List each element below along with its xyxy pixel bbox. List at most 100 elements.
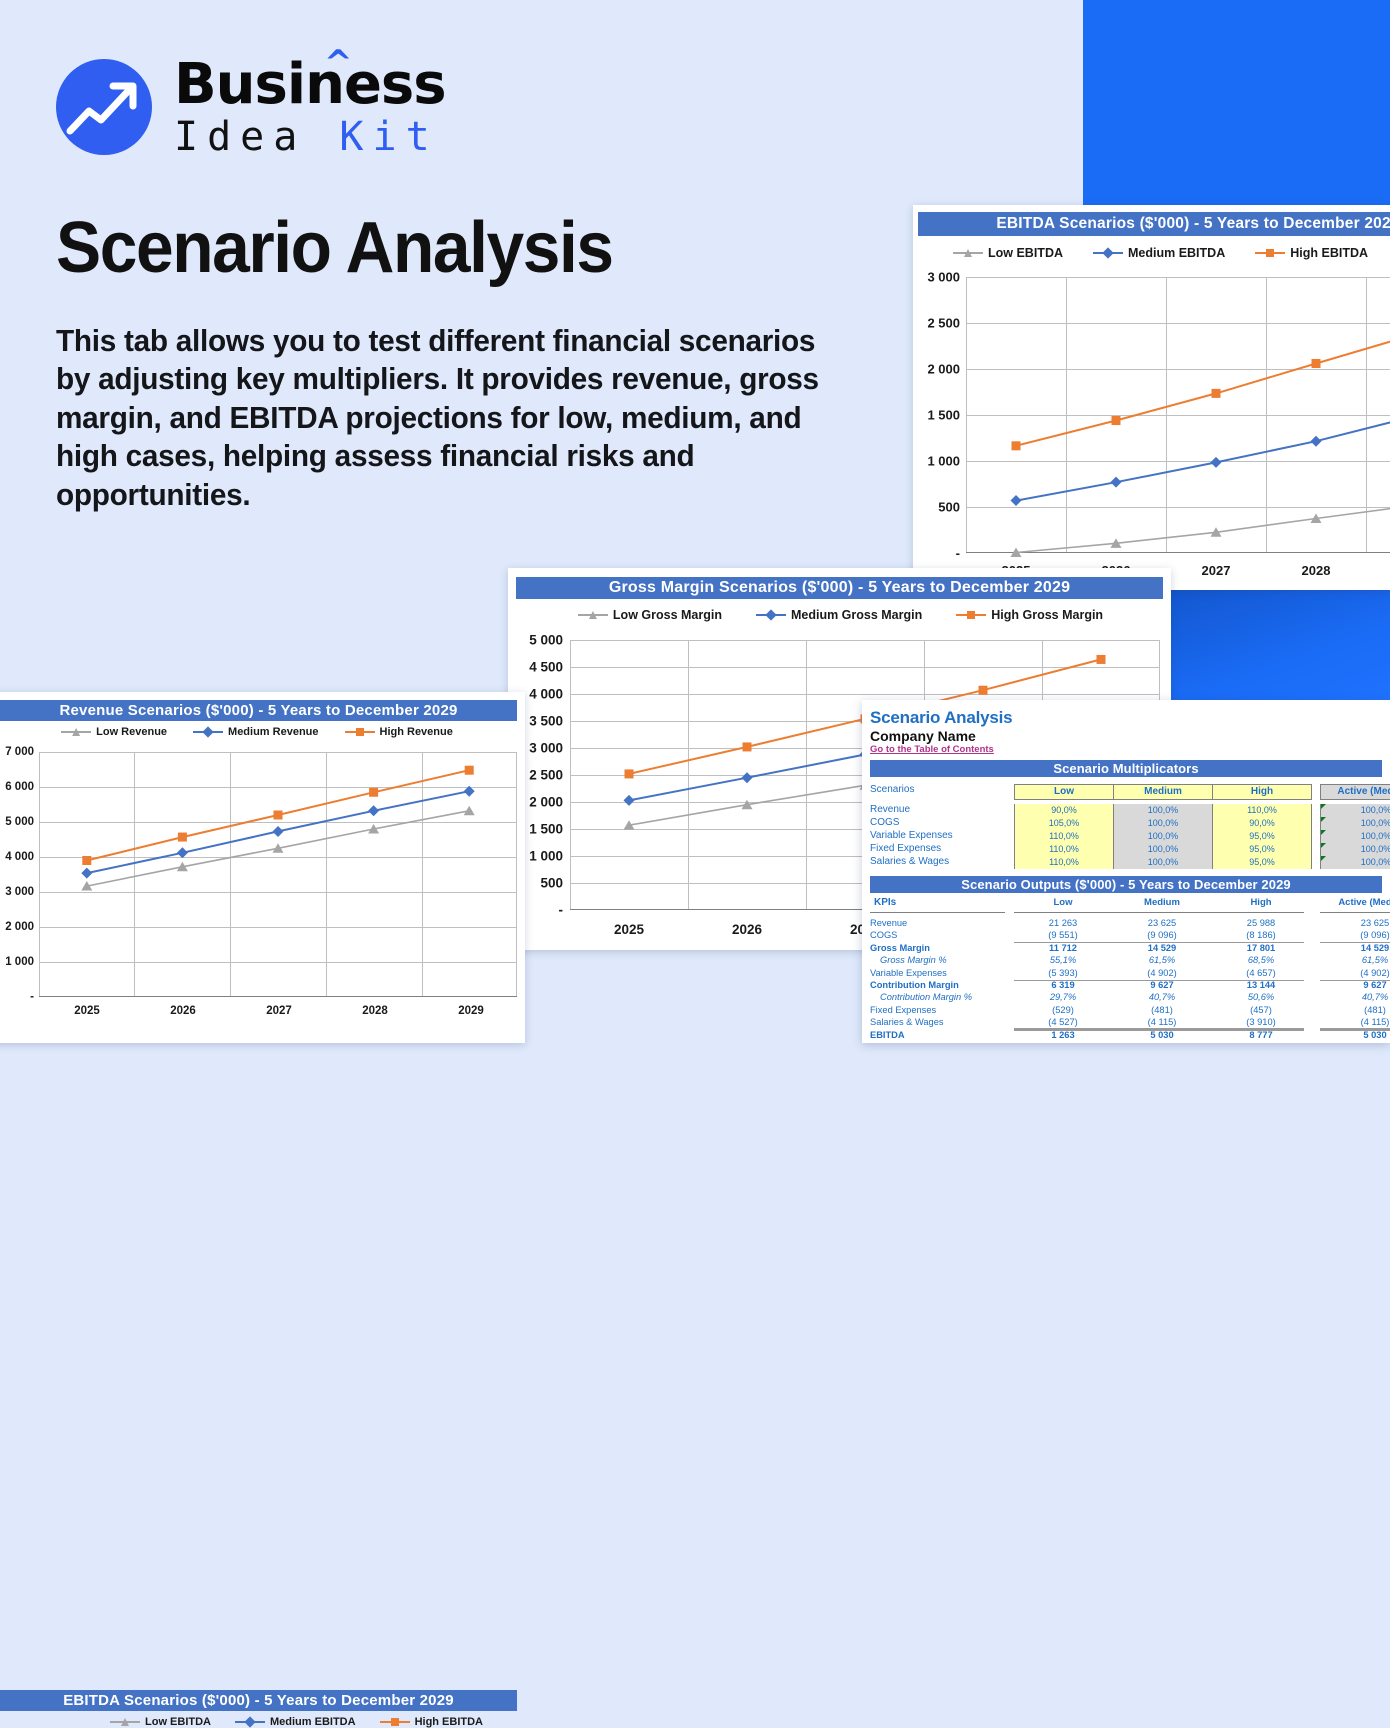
output-row-label: EBITDA xyxy=(870,1029,905,1040)
output-row-label: Gross Margin xyxy=(870,942,930,953)
legend-item-medium-gross-margin: Medium Gross Margin xyxy=(755,608,922,622)
multiplicator-cell-medium[interactable]: 100,0% xyxy=(1113,830,1213,843)
legend-marker-high-icon xyxy=(379,1718,410,1726)
multiplicator-cell-active[interactable]: 100,0% xyxy=(1320,830,1390,843)
multiplicator-cell-low[interactable]: 90,0% xyxy=(1014,804,1114,817)
multiplicators-col-medium: Medium xyxy=(1113,784,1213,800)
output-cell-low: 6 319 xyxy=(1051,980,1075,990)
multiplicator-cell-active[interactable]: 100,0% xyxy=(1320,856,1390,869)
legend-item-low-ebitda-bottom: Low EBITDA xyxy=(110,1716,211,1728)
multiplicator-cell-high[interactable]: 95,0% xyxy=(1212,856,1312,869)
series-lines-revenue xyxy=(81,765,475,891)
table-of-contents-link[interactable]: Go to the Table of Contents xyxy=(870,744,994,755)
chart-title-gross-margin: Gross Margin Scenarios ($'000) - 5 Years… xyxy=(516,577,1163,599)
brand-logo: Business ^ Idea Kit xyxy=(56,46,447,157)
multiplicator-cell-high[interactable]: 95,0% xyxy=(1212,843,1312,856)
band-scenario-outputs: Scenario Outputs ($'000) - 5 Years to De… xyxy=(870,876,1382,893)
multiplicator-row: Salaries & Wages 110,0% 100,0% 95,0% 100,0% xyxy=(870,856,1390,869)
multiplicator-cell-medium[interactable]: 100,0% xyxy=(1113,804,1213,817)
output-row-label: COGS xyxy=(870,930,898,941)
output-cell-medium: (9 096) xyxy=(1147,930,1177,941)
multiplicator-cell-high[interactable]: 95,0% xyxy=(1212,830,1312,843)
output-cell-active: 23 625 xyxy=(1360,918,1390,928)
output-cell-active: (9 096) xyxy=(1360,930,1390,941)
output-row: Gross Margin % 55,1% 61,5% 68,5% 61,5% xyxy=(870,955,1388,967)
legend-marker-medium-icon xyxy=(1093,247,1123,259)
circumflex-accent-icon: ^ xyxy=(324,43,352,83)
legend-marker-high-icon xyxy=(344,728,375,736)
multiplicator-row-label: Variable Expenses xyxy=(870,830,953,841)
output-cell-low: (529) xyxy=(1052,1004,1074,1015)
legend-item-high-revenue: High Revenue xyxy=(344,726,453,738)
brand-name-kit: Kit xyxy=(339,114,439,160)
output-cell-medium: 40,7% xyxy=(1148,992,1176,1003)
output-cell-medium: 23 625 xyxy=(1147,918,1177,928)
output-row-label: Revenue xyxy=(870,918,908,928)
output-cell-high: (3 910) xyxy=(1246,1017,1276,1028)
page-title: Scenario Analysis xyxy=(56,208,614,288)
multiplicator-row: COGS 105,0% 100,0% 90,0% 100,0% xyxy=(870,817,1390,830)
multiplicator-row: Revenue 90,0% 100,0% 110,0% 100,0% xyxy=(870,804,1390,817)
output-cell-high: 25 988 xyxy=(1246,918,1276,928)
output-cell-high: 17 801 xyxy=(1246,942,1276,953)
page-description: This tab allows you to test different fi… xyxy=(56,323,819,512)
output-row: COGS (9 551) (9 096) (8 186) (9 096) xyxy=(870,930,1390,942)
legend-marker-low-icon xyxy=(577,611,608,619)
brand-name-primary-text: Business xyxy=(174,52,447,117)
chart-legend-ebitda-bottom: Low EBITDA Medium EBITDA High EBITDA xyxy=(110,1716,530,1728)
output-cell-low: (4 527) xyxy=(1048,1017,1078,1028)
legend-item-low-gross-margin: Low Gross Margin xyxy=(577,608,722,622)
output-cell-active: (4 115) xyxy=(1360,1017,1390,1028)
output-cell-high: 13 144 xyxy=(1246,980,1276,990)
multiplicator-cell-active[interactable]: 100,0% xyxy=(1320,804,1390,817)
multiplicator-cell-high[interactable]: 90,0% xyxy=(1212,817,1312,830)
multiplicator-row-label: Revenue xyxy=(870,804,911,815)
multiplicator-cell-low[interactable]: 105,0% xyxy=(1014,817,1114,830)
multiplicator-cell-low[interactable]: 110,0% xyxy=(1014,843,1114,856)
multiplicator-row-label: Salaries & Wages xyxy=(870,856,950,867)
outputs-col-high: High xyxy=(1250,897,1272,908)
chart-title-ebitda-bottom: EBITDA Scenarios ($'000) - 5 Years to De… xyxy=(0,1690,517,1711)
scenario-analysis-spreadsheet-panel: Scenario Analysis Company Name Go to the… xyxy=(862,700,1390,1043)
output-cell-low: 29,7% xyxy=(1049,992,1077,1003)
multiplicator-cell-active[interactable]: 100,0% xyxy=(1320,843,1390,856)
output-cell-active: 5 030 xyxy=(1363,1029,1387,1040)
multiplicator-cell-active[interactable]: 100,0% xyxy=(1320,817,1390,830)
outputs-col-active: Active (Medium) xyxy=(1338,897,1390,908)
multiplicator-row: Fixed Expenses 110,0% 100,0% 95,0% 100,0% xyxy=(870,843,1390,856)
legend-item-high-ebitda-bottom: High EBITDA xyxy=(379,1716,483,1728)
ebitda-double-rule xyxy=(1320,1027,1390,1029)
trend-arrow-up-icon xyxy=(56,59,152,155)
legend-marker-medium-icon xyxy=(193,726,224,738)
output-cell-low: (5 393) xyxy=(1048,967,1078,978)
multiplicators-row-header-label: Scenarios xyxy=(870,784,915,795)
output-cell-medium: 5 030 xyxy=(1150,1029,1174,1040)
multiplicator-cell-medium[interactable]: 100,0% xyxy=(1113,843,1213,856)
output-row-label: Gross Margin % xyxy=(880,955,947,966)
chart-card-revenue: Revenue Scenarios ($'000) - 5 Years to D… xyxy=(0,692,525,1728)
multiplicator-cell-low[interactable]: 110,0% xyxy=(1014,856,1114,869)
multiplicator-cell-low[interactable]: 110,0% xyxy=(1014,830,1114,843)
output-total-rule xyxy=(1014,979,1304,981)
legend-item-low-ebitda: Low EBITDA xyxy=(953,246,1063,260)
output-row: Variable Expenses (5 393) (4 902) (4 657) (4… xyxy=(870,967,1390,980)
chart-legend-ebitda-top: Low EBITDA Medium EBITDA High EBITDA xyxy=(953,246,1390,260)
multiplicator-cell-high[interactable]: 110,0% xyxy=(1212,804,1312,817)
legend-marker-medium-icon xyxy=(235,1716,265,1728)
output-cell-high: 68,5% xyxy=(1247,955,1275,966)
plot-area-revenue xyxy=(39,752,517,997)
multiplicator-row: Variable Expenses 110,0% 100,0% 95,0% 100,0% xyxy=(870,830,1390,843)
output-cell-high: (4 657) xyxy=(1246,967,1276,978)
sheet-title: Scenario Analysis xyxy=(870,708,1013,727)
outputs-col-low: Low xyxy=(1053,897,1073,908)
chart-title-ebitda-top: EBITDA Scenarios ($'000) - 5 Years to De… xyxy=(918,212,1390,236)
multiplicator-row-label: COGS xyxy=(870,817,900,828)
multiplicator-cell-medium[interactable]: 100,0% xyxy=(1113,856,1213,869)
multiplicator-cell-medium[interactable]: 100,0% xyxy=(1113,817,1213,830)
outputs-kpi-header: KPIs xyxy=(874,897,897,908)
brand-name-secondary: Idea Kit xyxy=(174,117,446,157)
output-row-label: Contribution Margin % xyxy=(880,992,972,1003)
multiplicators-col-active: Active (Medium) xyxy=(1320,784,1390,800)
output-cell-medium: (481) xyxy=(1151,1004,1173,1015)
output-row-label: Variable Expenses xyxy=(870,967,947,978)
